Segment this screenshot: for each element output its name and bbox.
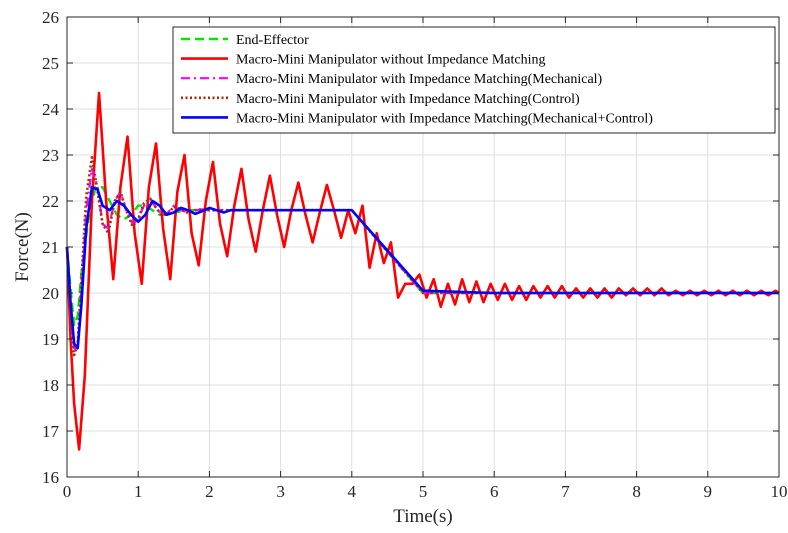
legend-label-2: Macro-Mini Manipulator without Impedance… bbox=[236, 53, 545, 68]
y-tick-label: 21 bbox=[42, 238, 59, 257]
legend-label-1: End-Effector bbox=[236, 33, 309, 48]
plot-lines bbox=[65, 91, 780, 451]
y-tick-label: 16 bbox=[42, 468, 59, 487]
legend-label-4: Macro-Mini Manipulator with Impedance Ma… bbox=[236, 92, 580, 107]
y-tick-label: 23 bbox=[42, 146, 59, 165]
series-line-2 bbox=[65, 91, 780, 451]
legend-label-3: Macro-Mini Manipulator with Impedance Ma… bbox=[236, 72, 603, 87]
y-tick-label: 24 bbox=[42, 100, 60, 119]
legend-label-5: Macro-Mini Manipulator with Impedance Ma… bbox=[236, 111, 653, 126]
y-tick-label: 18 bbox=[42, 376, 59, 395]
legend-box bbox=[172, 26, 776, 134]
x-tick-label: 9 bbox=[704, 482, 713, 501]
y-tick-label: 20 bbox=[42, 284, 59, 303]
x-tick-label: 10 bbox=[771, 482, 788, 501]
x-tick-label: 4 bbox=[348, 482, 357, 501]
x-tick-label: 2 bbox=[205, 482, 214, 501]
x-tick-label: 6 bbox=[490, 482, 499, 501]
x-tick-label: 8 bbox=[632, 482, 641, 501]
series-line-4 bbox=[65, 156, 779, 357]
legend: End-Effector Macro-Mini Manipulator witho… bbox=[172, 26, 776, 134]
x-tick-label: 0 bbox=[63, 482, 72, 501]
y-tick-label: 17 bbox=[42, 422, 60, 441]
y-axis-label: Force(N) bbox=[12, 212, 33, 282]
x-tick-label: 3 bbox=[276, 482, 285, 501]
series-line-5 bbox=[65, 185, 779, 350]
y-tick-label: 22 bbox=[42, 192, 59, 211]
y-tick-label: 19 bbox=[42, 330, 59, 349]
x-axis-label: Time(s) bbox=[393, 506, 452, 527]
x-tick-label: 7 bbox=[561, 482, 570, 501]
y-tick-label: 26 bbox=[42, 8, 59, 27]
x-tick-label: 5 bbox=[419, 482, 428, 501]
x-tick-label: 1 bbox=[134, 482, 143, 501]
y-tick-label: 25 bbox=[42, 54, 59, 73]
